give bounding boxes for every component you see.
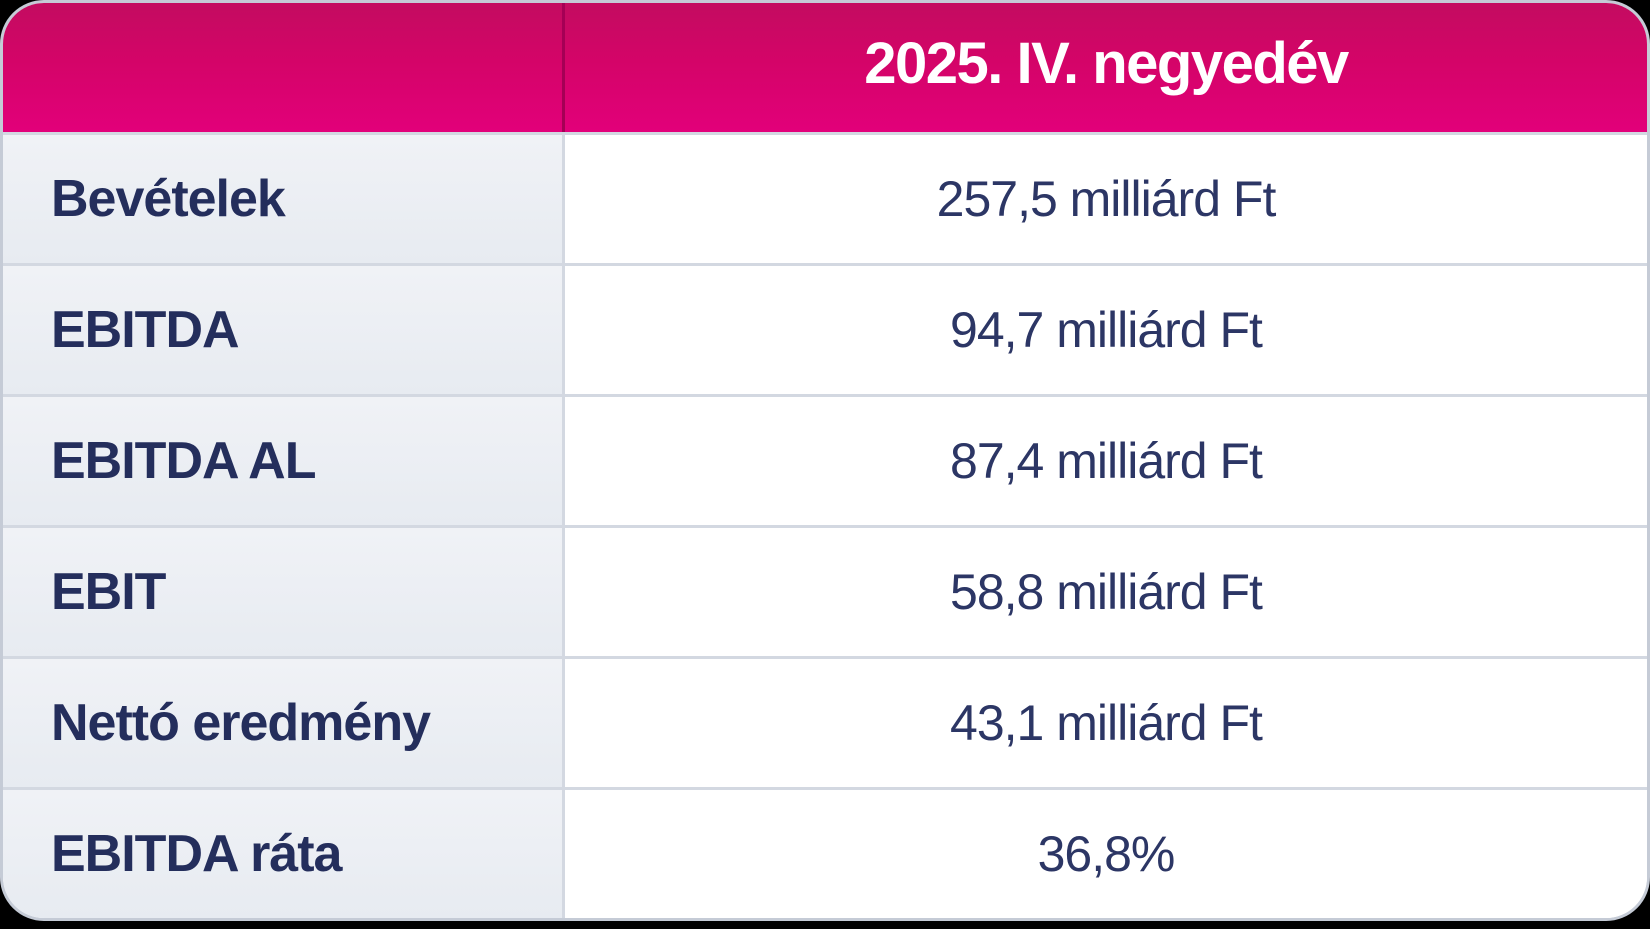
metric-value-netto-eredmeny: 43,1 milliárd Ft bbox=[950, 695, 1263, 751]
metric-value-ebitda: 94,7 milliárd Ft bbox=[950, 302, 1263, 358]
metric-label-ebitda: EBITDA bbox=[51, 301, 240, 359]
metric-value-ebit: 58,8 milliárd Ft bbox=[950, 564, 1263, 620]
metric-value-bevetelek: 257,5 milliárd Ft bbox=[936, 171, 1277, 227]
metric-label-ebitda-rata: EBITDA ráta bbox=[51, 825, 342, 883]
table-row-label: EBIT bbox=[3, 525, 562, 656]
metric-label-bevetelek: Bevételek bbox=[51, 170, 286, 228]
table-row-value: 94,7 milliárd Ft bbox=[562, 263, 1647, 394]
table-row-label: Nettó eredmény bbox=[3, 656, 562, 787]
header-empty-cell bbox=[3, 3, 562, 132]
table-row-value: 257,5 milliárd Ft bbox=[562, 132, 1647, 263]
table-row-value: 43,1 milliárd Ft bbox=[562, 656, 1647, 787]
table-row-value: 87,4 milliárd Ft bbox=[562, 394, 1647, 525]
table-row-label: EBITDA bbox=[3, 263, 562, 394]
column-header-period: 2025. IV. negyedév bbox=[864, 31, 1349, 96]
header-period-cell: 2025. IV. negyedév bbox=[562, 3, 1647, 132]
metric-label-ebit: EBIT bbox=[51, 563, 166, 621]
table-row-label: EBITDA AL bbox=[3, 394, 562, 525]
metric-value-ebitda-rata: 36,8% bbox=[1037, 826, 1176, 882]
metric-value-ebitda-al: 87,4 milliárd Ft bbox=[950, 433, 1263, 489]
table-row-value: 36,8% bbox=[562, 787, 1647, 918]
metric-label-netto-eredmeny: Nettó eredmény bbox=[51, 694, 431, 752]
table-row-label: EBITDA ráta bbox=[3, 787, 562, 918]
table-row-label: Bevételek bbox=[3, 132, 562, 263]
metric-label-ebitda-al: EBITDA AL bbox=[51, 432, 316, 490]
table-row-value: 58,8 milliárd Ft bbox=[562, 525, 1647, 656]
